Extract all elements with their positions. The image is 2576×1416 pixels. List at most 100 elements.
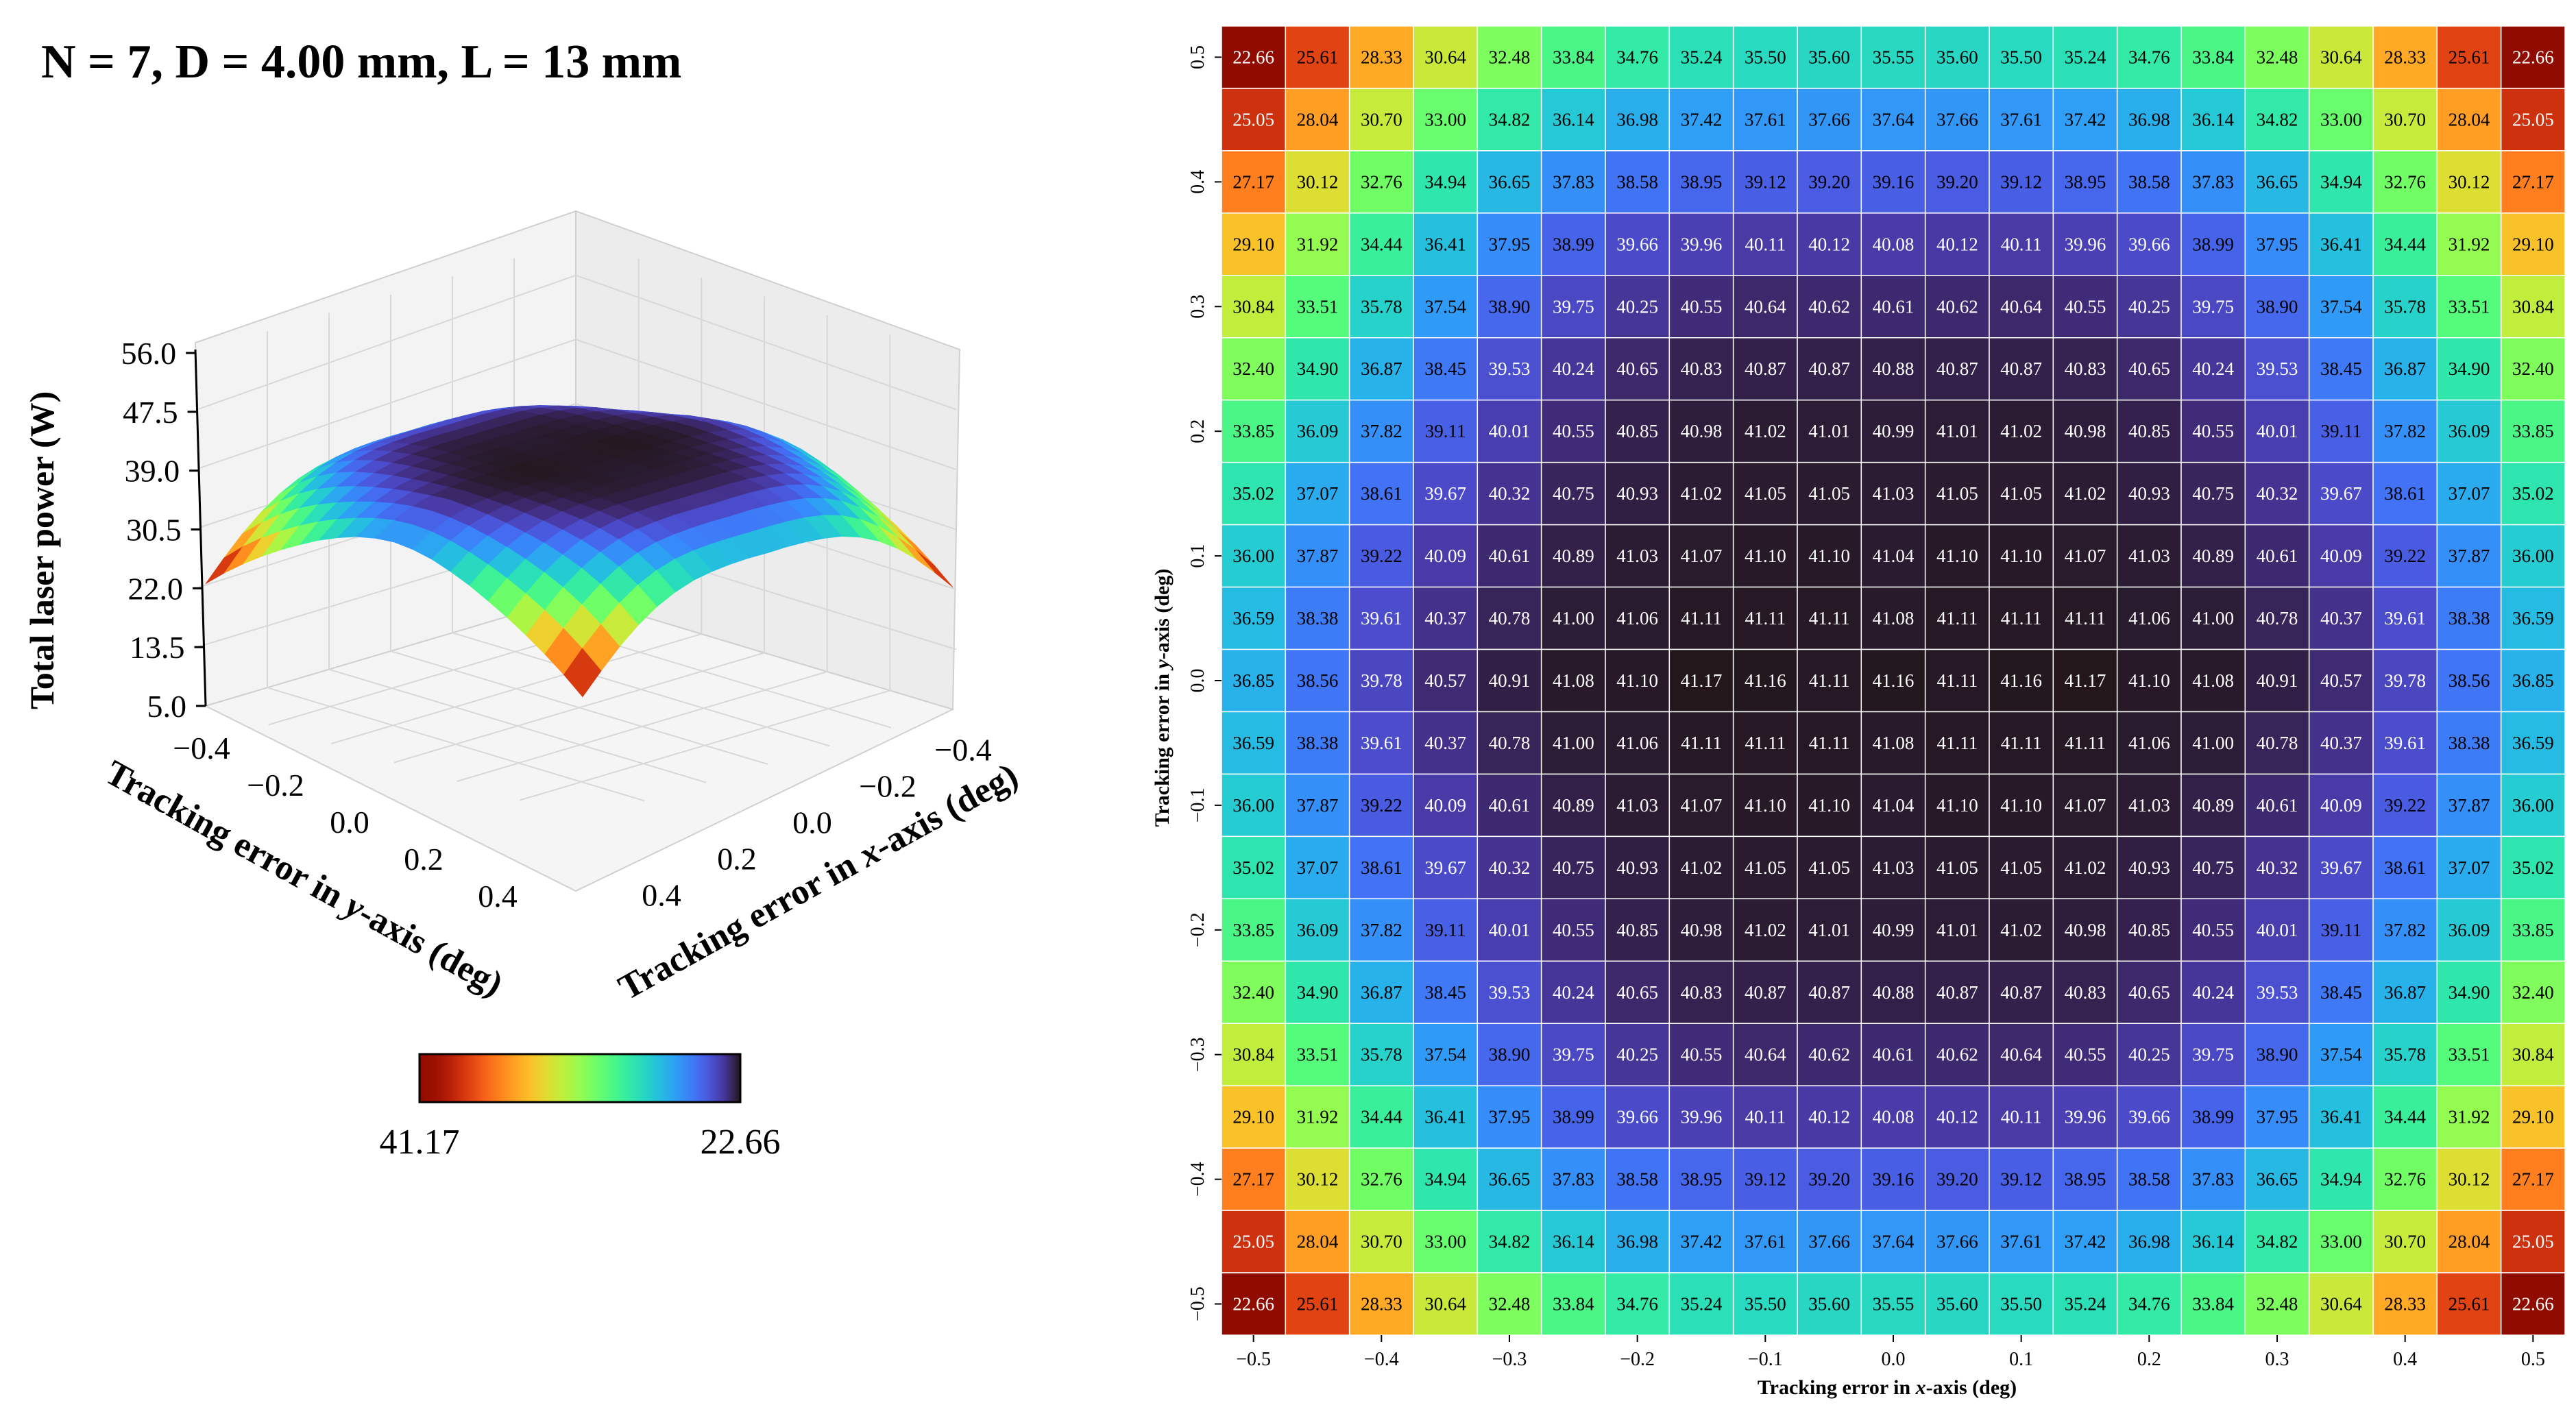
heatmap-cell-value: 34.76 (2128, 47, 2170, 67)
heatmap-cell-value: 40.62 (1808, 296, 1850, 317)
heatmap-cell (2052, 399, 2118, 463)
heatmap-cell-value: 40.62 (1808, 1045, 1850, 1065)
heatmap-cell-value: 39.96 (2065, 234, 2106, 254)
heatmap-cell-value: 22.66 (2512, 47, 2554, 67)
heatmap-cell (2244, 212, 2310, 276)
heatmap-cell (2244, 337, 2310, 401)
heatmap-cell (1860, 88, 1926, 151)
heatmap-cell (2180, 1085, 2246, 1149)
heatmap-cell-value: 40.55 (2192, 421, 2234, 441)
heatmap-cell-value: 36.09 (2449, 920, 2490, 940)
heatmap-cell (1540, 337, 1606, 401)
heatmap-cell-value: 39.96 (1681, 234, 1723, 254)
heatmap-cell-value: 33.84 (1553, 47, 1594, 67)
heatmap-cell-value: 39.67 (1424, 483, 1466, 504)
heatmap-cell (2436, 524, 2502, 588)
heatmap-cell (1989, 150, 2054, 214)
heatmap-cell-value: 40.55 (1681, 1045, 1723, 1065)
heatmap-x-tick-label: 0.5 (2521, 1349, 2545, 1370)
heatmap-cell (1540, 275, 1606, 339)
heatmap-cell (1605, 461, 1670, 526)
heatmap-cell (2500, 1210, 2566, 1273)
heatmap-cell-value: 37.54 (1424, 1045, 1466, 1065)
heatmap-cell (1860, 212, 1926, 276)
heatmap-cell-value: 36.87 (1361, 982, 1402, 1003)
heatmap-cell (1605, 1147, 1670, 1211)
heatmap-cell (2244, 399, 2310, 463)
heatmap-cell-value: 40.85 (1616, 421, 1658, 441)
heatmap-cell-value: 40.57 (2320, 670, 2362, 691)
heatmap-cell (1668, 88, 1734, 151)
heatmap-x-tick-label: −0.2 (1620, 1349, 1655, 1370)
heatmap-cell-value: 41.11 (1936, 733, 1978, 753)
heatmap-cell-value: 37.42 (2065, 109, 2106, 130)
heatmap-cell-value: 41.08 (1553, 670, 1594, 691)
heatmap-cell-value: 35.55 (1873, 1294, 1915, 1315)
heatmap-cell (1413, 711, 1479, 775)
heatmap-cell (1605, 524, 1670, 588)
heatmap-cell-value: 40.87 (1808, 982, 1850, 1003)
heatmap-cell-value: 38.99 (2192, 1107, 2234, 1127)
heatmap-cell (1797, 88, 1862, 151)
heatmap-cell (1860, 461, 1926, 526)
heatmap-cell-value: 22.66 (2512, 1294, 2554, 1315)
heatmap-cell-value: 37.42 (2065, 1232, 2106, 1252)
heatmap-cell-value: 40.87 (1745, 358, 1786, 379)
heatmap-cell (1989, 835, 2054, 900)
heatmap-cell (2372, 337, 2438, 401)
heatmap-cell (1989, 648, 2054, 713)
heatmap-cell (1605, 1085, 1670, 1149)
heatmap-y-tick-label: 0.5 (1187, 45, 1208, 69)
heatmap-cell (2180, 399, 2246, 463)
heatmap-cell-value: 41.03 (1616, 795, 1658, 816)
heatmap-cell-value: 41.11 (1745, 608, 1786, 628)
heatmap-cell-value: 41.16 (2000, 670, 2042, 691)
heatmap-cell-value: 41.06 (2128, 733, 2170, 753)
heatmap-cell-value: 36.65 (1489, 171, 1531, 192)
figure-title: N = 7, D = 4.00 mm, L = 13 mm (41, 36, 681, 88)
heatmap-cell-value: 34.94 (1424, 171, 1466, 192)
heatmap-cell (1540, 1272, 1606, 1336)
heatmap-cell-value: 40.87 (1936, 982, 1978, 1003)
heatmap-cell (2500, 711, 2566, 775)
heatmap-cell (1285, 1272, 1350, 1336)
heatmap-cell-value: 41.08 (1873, 733, 1915, 753)
heatmap-cell-value: 41.07 (2065, 546, 2106, 566)
heatmap-cell-value: 30.84 (1232, 1045, 1274, 1065)
heatmap-cell-value: 40.61 (1873, 296, 1915, 317)
heatmap-cell (1285, 88, 1350, 151)
heatmap-cell (2244, 648, 2310, 713)
heatmap-cell-value: 40.11 (2001, 234, 2042, 254)
heatmap-cell (2180, 1147, 2246, 1211)
x-ticks-3d: −0.4 −0.2 0.0 0.2 0.4 (642, 733, 991, 913)
heatmap-cell-value: 35.78 (1361, 1045, 1402, 1065)
heatmap-cell (1413, 212, 1479, 276)
heatmap-cell (2372, 711, 2438, 775)
heatmap-cell-value: 33.84 (2192, 47, 2234, 67)
heatmap-cell (2436, 212, 2502, 276)
heatmap-cell-value: 31.92 (1297, 1107, 1339, 1127)
heatmap-cell-value: 35.24 (2065, 1294, 2106, 1315)
heatmap-cell-value: 40.65 (1616, 358, 1658, 379)
heatmap-cell-value: 38.38 (1297, 733, 1339, 753)
heatmap-cell (2308, 1085, 2374, 1149)
heatmap-cell (1540, 1085, 1606, 1149)
z-axis-label: Total laser power (W) (23, 391, 61, 709)
heatmap-cell-value: 36.59 (2512, 733, 2554, 753)
heatmap-cell-value: 35.02 (1232, 483, 1274, 504)
heatmap-cell-value: 36.09 (1297, 920, 1339, 940)
heatmap-cell (2116, 399, 2182, 463)
heatmap-cell (2180, 25, 2246, 89)
heatmap-cell-value: 36.41 (1424, 234, 1466, 254)
heatmap-cell (1413, 648, 1479, 713)
heatmap-cell (1413, 25, 1479, 89)
heatmap-cell (1348, 898, 1414, 962)
heatmap-cell (1605, 648, 1670, 713)
heatmap-cell (2372, 25, 2438, 89)
heatmap-cell (1221, 648, 1287, 713)
heatmap-cell-value: 40.78 (2257, 608, 2298, 628)
heatmap-cell-value: 38.38 (2449, 733, 2490, 753)
heatmap-cell-value: 39.16 (1873, 171, 1915, 192)
heatmap-cell-value: 31.92 (2449, 234, 2490, 254)
heatmap-cell (1413, 461, 1479, 526)
